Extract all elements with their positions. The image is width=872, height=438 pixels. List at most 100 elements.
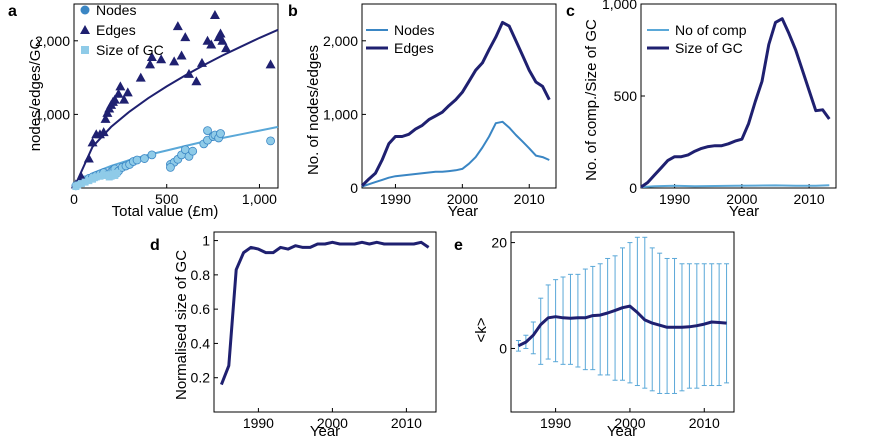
point-edges-16 (122, 87, 133, 97)
plot-b-frame (361, 3, 557, 189)
x-tick-label-d-2: 2010 (391, 415, 422, 431)
x-tick-label-c-0: 1990 (659, 191, 690, 207)
series-line-c-1 (640, 17, 831, 189)
point-edges-35 (265, 59, 276, 69)
point-edges-32 (215, 28, 226, 38)
series-line-b-0 (361, 120, 550, 188)
legend-gc-label: Size of GC (96, 42, 164, 58)
x-tick-label-a-2: 1,000 (242, 191, 277, 207)
point-edges-2 (83, 153, 94, 163)
point-size-of-gc-7 (92, 173, 100, 181)
point-size-of-gc-8 (96, 172, 104, 180)
point-size-of-gc-4 (85, 177, 93, 185)
legend-b-nodes-label: Nodes (394, 22, 434, 38)
panel-a-legend: Nodes Edges Size of GC (80, 2, 164, 58)
point-nodes-20 (140, 154, 149, 163)
plot-b: 1990 2000 2010 0 1,000 2,000 (323, 3, 557, 207)
y-tick-label-c-2: 1,000 (602, 0, 637, 12)
panel-c: c 1990 2000 2010 0 500 1,000 Year No. of comp… (566, 0, 837, 220)
panel-c-label: c (566, 3, 575, 20)
series-line-c-0 (640, 184, 830, 189)
point-edges-34 (221, 43, 232, 53)
panel-a-label: a (8, 3, 17, 20)
series-line-e-0 (517, 304, 727, 348)
panel-a: a 0 500 1,000 1,000 2,000 Total value (£m) n… (8, 2, 279, 220)
point-nodes-37 (166, 162, 175, 172)
point-nodes-35 (266, 136, 275, 146)
y-tick-label-c-0: 0 (629, 180, 637, 196)
point-nodes-28 (188, 146, 198, 156)
panel-d-xlabel: Year (310, 423, 340, 438)
point-nodes-34 (216, 129, 225, 138)
point-nodes-36 (203, 126, 212, 135)
point-edges-17 (135, 72, 146, 82)
point-edges-23 (176, 50, 187, 60)
panel-e: e 1990 2000 2010 0 20 Year <k> (454, 231, 735, 438)
panel-b-label: b (288, 3, 298, 20)
series-line-b-1 (360, 20, 551, 187)
panel-a-ylabel: nodes/edges/GC (27, 39, 44, 152)
point-edges-33 (217, 35, 228, 45)
x-tick-label-d-0: 1990 (243, 415, 274, 431)
point-edges-21 (169, 56, 180, 66)
legend-nodes-label: Nodes (96, 2, 136, 18)
panel-b: b 1990 2000 2010 0 1,000 2,000 Year No. of no… (288, 3, 557, 220)
point-size-of-gc-15 (113, 169, 121, 177)
point-edges-13 (113, 88, 124, 98)
legend-nodes-marker (80, 5, 90, 15)
y-tick-label-d-1: 0.4 (191, 335, 211, 351)
panel-d-label: d (150, 237, 160, 254)
plot-a: 0 500 1,000 1,000 2,000 (35, 3, 279, 207)
legend-c-gc-label: Size of GC (675, 40, 743, 56)
point-edges-6 (98, 127, 109, 137)
x-tick-label-a-0: 0 (70, 191, 78, 207)
point-edges-3 (87, 137, 98, 147)
y-tick-label-a-1: 2,000 (35, 33, 70, 49)
panel-c-ylabel: No. of comp./Size of GC (583, 19, 600, 181)
point-edges-20 (156, 54, 167, 64)
point-edges-29 (206, 39, 217, 49)
x-tick-label-e-0: 1990 (540, 415, 571, 431)
fit-line-0 (73, 28, 279, 189)
point-nodes-21 (147, 150, 157, 160)
x-tick-label-c-1: 2000 (726, 191, 757, 207)
y-tick-label-d-0: 0.2 (191, 370, 211, 386)
panel-b-ylabel: No. of nodes/edges (305, 45, 322, 175)
point-size-of-gc-3 (81, 178, 89, 186)
y-tick-label-b-2: 2,000 (323, 33, 358, 49)
y-tick-label-b-1: 1,000 (323, 106, 358, 122)
legend-b-edges-label: Edges (394, 40, 434, 56)
legend-c-comp-label: No of comp (675, 22, 747, 38)
point-edges-7 (100, 113, 111, 123)
point-edges-19 (146, 51, 157, 61)
legend-edges-label: Edges (96, 22, 136, 38)
panel-b-xlabel: Year (448, 203, 478, 220)
panel-d: d 1990 2000 2010 0.2 0.4 0.6 0.8 1 Year Normali… (150, 231, 437, 438)
point-size-of-gc-9 (100, 171, 108, 179)
panel-b-legend: Nodes Edges (366, 22, 434, 56)
legend-gc-marker (81, 46, 89, 54)
x-tick-label-a-1: 500 (155, 191, 179, 207)
point-edges-24 (180, 32, 191, 42)
plot-d: 1990 2000 2010 0.2 0.4 0.6 0.8 1 (191, 231, 437, 431)
point-edges-22 (172, 21, 183, 31)
point-edges-26 (191, 76, 202, 86)
panel-d-ylabel: Normalised size of GC (173, 250, 190, 400)
point-edges-15 (119, 94, 130, 104)
panel-a-xlabel: Total value (£m) (112, 203, 219, 220)
x-tick-label-b-0: 1990 (380, 191, 411, 207)
plot-e: 1990 2000 2010 0 20 (491, 231, 735, 431)
point-edges-30 (209, 10, 220, 20)
series-line-d-0 (220, 240, 430, 386)
point-edges-25 (183, 68, 194, 78)
point-size-of-gc-1 (74, 181, 82, 189)
y-tick-label-b-0: 0 (350, 180, 358, 196)
plot-e-frame (510, 231, 735, 413)
panel-c-xlabel: Year (729, 203, 759, 220)
panel-e-label: e (454, 237, 463, 254)
point-edges-14 (115, 81, 126, 91)
panel-c-legend: No of comp Size of GC (647, 22, 747, 56)
point-edges-18 (145, 59, 156, 69)
x-tick-label-b-1: 2000 (447, 191, 478, 207)
